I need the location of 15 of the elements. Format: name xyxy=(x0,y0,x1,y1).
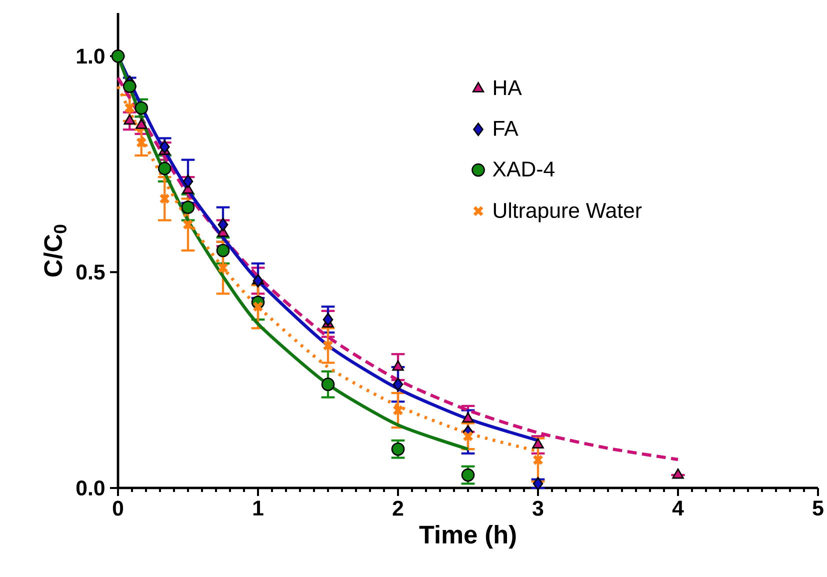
x-axis-title: Time (h) xyxy=(419,524,516,549)
y-tick-label: 0.0 xyxy=(76,480,104,496)
legend-label: Ultrapure Water xyxy=(494,202,642,222)
y-axis-title: C/C$_{0}$ xyxy=(44,224,66,277)
x-tick-label: 2 xyxy=(392,500,404,516)
legend-label: XAD-4 xyxy=(492,162,554,176)
x-tick-label: 1 xyxy=(253,500,264,516)
legend-label: FA xyxy=(494,121,518,136)
y-tick-label: 1.0 xyxy=(76,48,104,64)
x-tick-label: 5 xyxy=(812,500,824,516)
x-tick-label: 4 xyxy=(672,500,684,516)
x-tick-label: 3 xyxy=(532,500,544,516)
legend-label: HA xyxy=(494,80,522,96)
y-tick-label: 0.5 xyxy=(76,264,105,280)
x-tick-label: 0 xyxy=(112,500,124,516)
